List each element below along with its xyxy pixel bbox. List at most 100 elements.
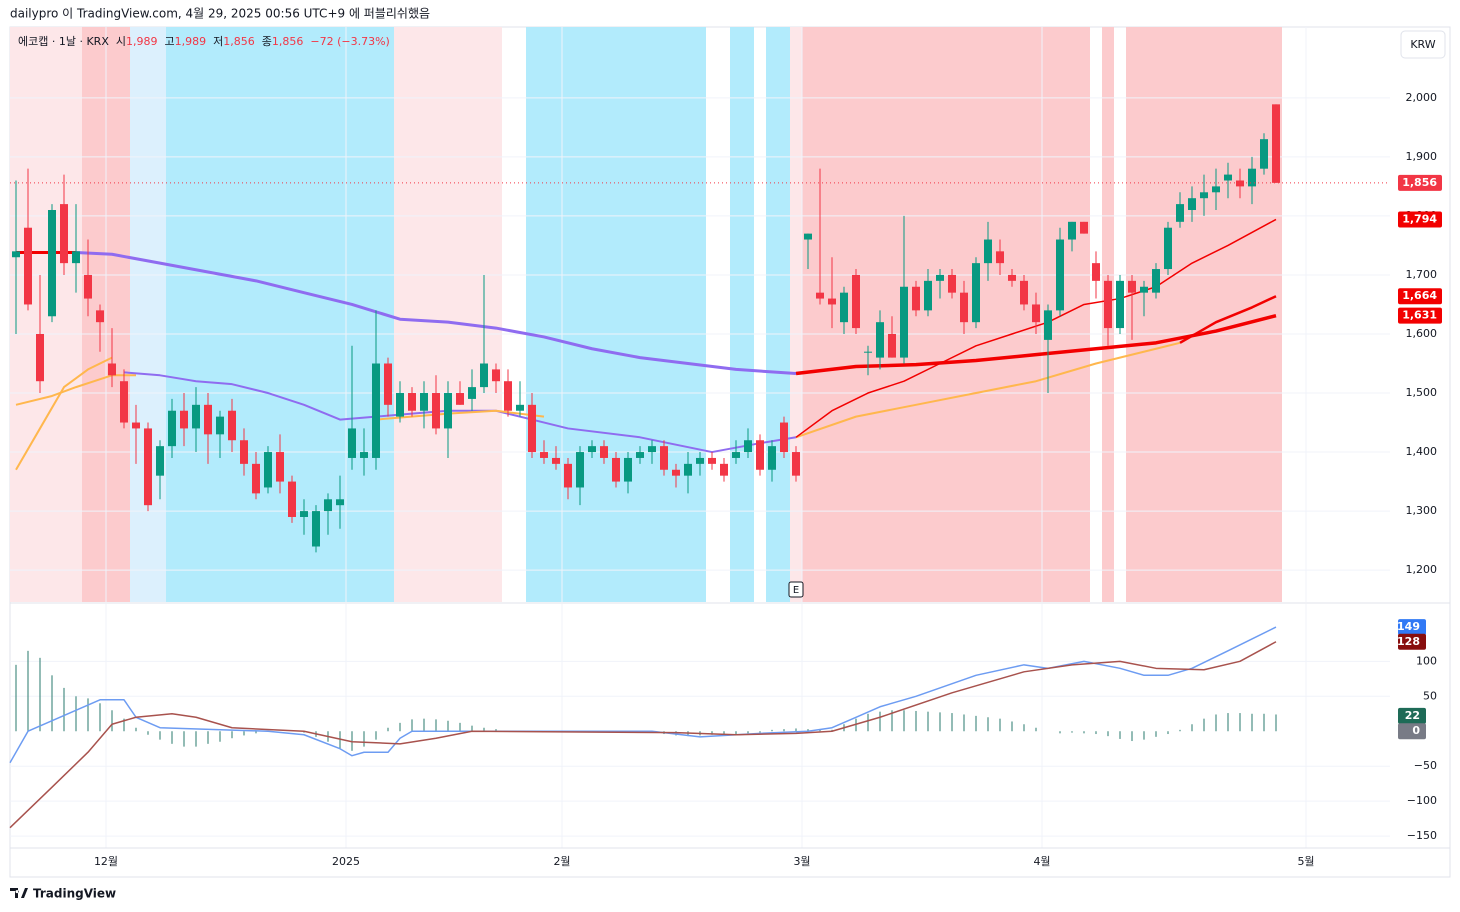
- price-badge: [1398, 307, 1442, 324]
- candle-body: [132, 422, 140, 429]
- candle-body: [744, 440, 752, 453]
- value-badge-label: 0: [1412, 724, 1420, 737]
- candle-body: [1044, 310, 1052, 340]
- candle-body: [1032, 304, 1040, 323]
- candle-body: [1176, 204, 1184, 222]
- candle-body: [480, 363, 488, 388]
- candle-body: [792, 452, 800, 476]
- candle-body: [1116, 280, 1124, 329]
- publish-info: dailypro 이 TradingView.com, 4월 29, 2025 …: [10, 7, 430, 21]
- candle-body: [288, 481, 296, 517]
- candle-body: [408, 393, 416, 411]
- y-tick-label: 1,300: [1406, 504, 1438, 517]
- candle-body: [1188, 198, 1196, 211]
- candle-body: [588, 446, 596, 453]
- background-layer: [10, 27, 1390, 848]
- candle-body: [840, 292, 848, 323]
- candle-body: [72, 251, 80, 264]
- candle-body: [1272, 104, 1280, 183]
- y-tick-label: −150: [1407, 829, 1437, 842]
- candle-body: [1128, 280, 1136, 293]
- candle-body: [1056, 239, 1064, 311]
- price-badge: [1398, 174, 1442, 191]
- symbol-name: 에코캡 · 1날 · KRX: [18, 35, 109, 48]
- price-change: −72 (−3.73%): [310, 35, 389, 48]
- candle-body: [1164, 227, 1172, 270]
- signal-band: [526, 27, 706, 602]
- candle-body: [984, 239, 992, 264]
- candle-body: [1020, 280, 1028, 305]
- candle-body: [648, 446, 656, 453]
- y-tick-label: 1,500: [1406, 386, 1438, 399]
- candle-body: [156, 446, 164, 476]
- value-badge: [1398, 723, 1426, 740]
- candle-body: [372, 363, 380, 458]
- y-tick-label: 1,600: [1406, 327, 1438, 340]
- currency-button[interactable]: [1400, 30, 1446, 59]
- y-tick-label: 1,200: [1406, 563, 1438, 576]
- candle-body: [912, 286, 920, 311]
- candle-body: [600, 446, 608, 458]
- candle-body: [84, 274, 92, 299]
- x-tick-label: 2025: [332, 855, 360, 868]
- candle-body: [180, 410, 188, 429]
- brand-text: TradingView: [33, 887, 116, 901]
- candle-body: [492, 369, 500, 382]
- candle-body: [780, 422, 788, 453]
- candle-body: [684, 463, 692, 476]
- signal-band: [766, 27, 790, 602]
- candle-body: [1140, 286, 1148, 293]
- candle-body: [36, 333, 44, 382]
- candle-body: [756, 440, 764, 470]
- candle-body: [564, 463, 572, 488]
- y-tick-label: −50: [1414, 759, 1437, 772]
- candle-body: [888, 333, 896, 358]
- candle-body: [420, 393, 428, 411]
- candle-body: [300, 511, 308, 517]
- signal-band: [730, 27, 754, 602]
- indicator-line: [15, 356, 113, 471]
- candle-body: [432, 393, 440, 429]
- value-badge: [1398, 619, 1426, 636]
- candle-body: [1092, 263, 1100, 281]
- signal-band: [394, 27, 502, 602]
- ohlc-key: 시: [116, 35, 126, 48]
- candle-body: [1224, 174, 1232, 181]
- currency-label[interactable]: KRW: [1410, 38, 1435, 51]
- candle-body: [12, 251, 20, 258]
- symbol-legend: 에코캡 · 1날 · KRX 시1,989 고1,989 저1,856 종1,8…: [18, 35, 390, 48]
- price-badge-label: 1,631: [1402, 309, 1437, 322]
- candle-body: [624, 457, 632, 482]
- candle-body: [1008, 274, 1016, 281]
- candle-body: [828, 298, 836, 305]
- candle-body: [612, 457, 620, 482]
- candle-body: [540, 452, 548, 458]
- candle-body: [768, 446, 776, 470]
- value-badge-label: 128: [1397, 635, 1420, 648]
- x-tick-label: 4월: [1033, 855, 1050, 868]
- signal-band: [1126, 27, 1282, 602]
- x-tick-label: 2월: [553, 855, 570, 868]
- value-badge-label: 149: [1397, 620, 1420, 633]
- candle-body: [252, 463, 260, 494]
- candle-body: [108, 363, 116, 376]
- candle-body: [996, 251, 1004, 264]
- candle-body: [732, 452, 740, 458]
- candle-body: [636, 452, 644, 458]
- brand-logo: TradingView: [10, 887, 116, 901]
- signal-band: [166, 27, 394, 602]
- ohlc-key: 고: [164, 35, 174, 48]
- y-tick-label: 1,900: [1406, 150, 1438, 163]
- candle-body: [1248, 168, 1256, 187]
- candle-body: [852, 274, 860, 329]
- candle-body: [240, 440, 248, 464]
- candle-body: [696, 457, 704, 464]
- candle-body: [168, 410, 176, 447]
- candle-body: [96, 310, 104, 323]
- candle-body: [708, 457, 716, 464]
- event-flag: [788, 581, 804, 598]
- candle-body: [504, 381, 512, 411]
- candle-body: [192, 404, 200, 429]
